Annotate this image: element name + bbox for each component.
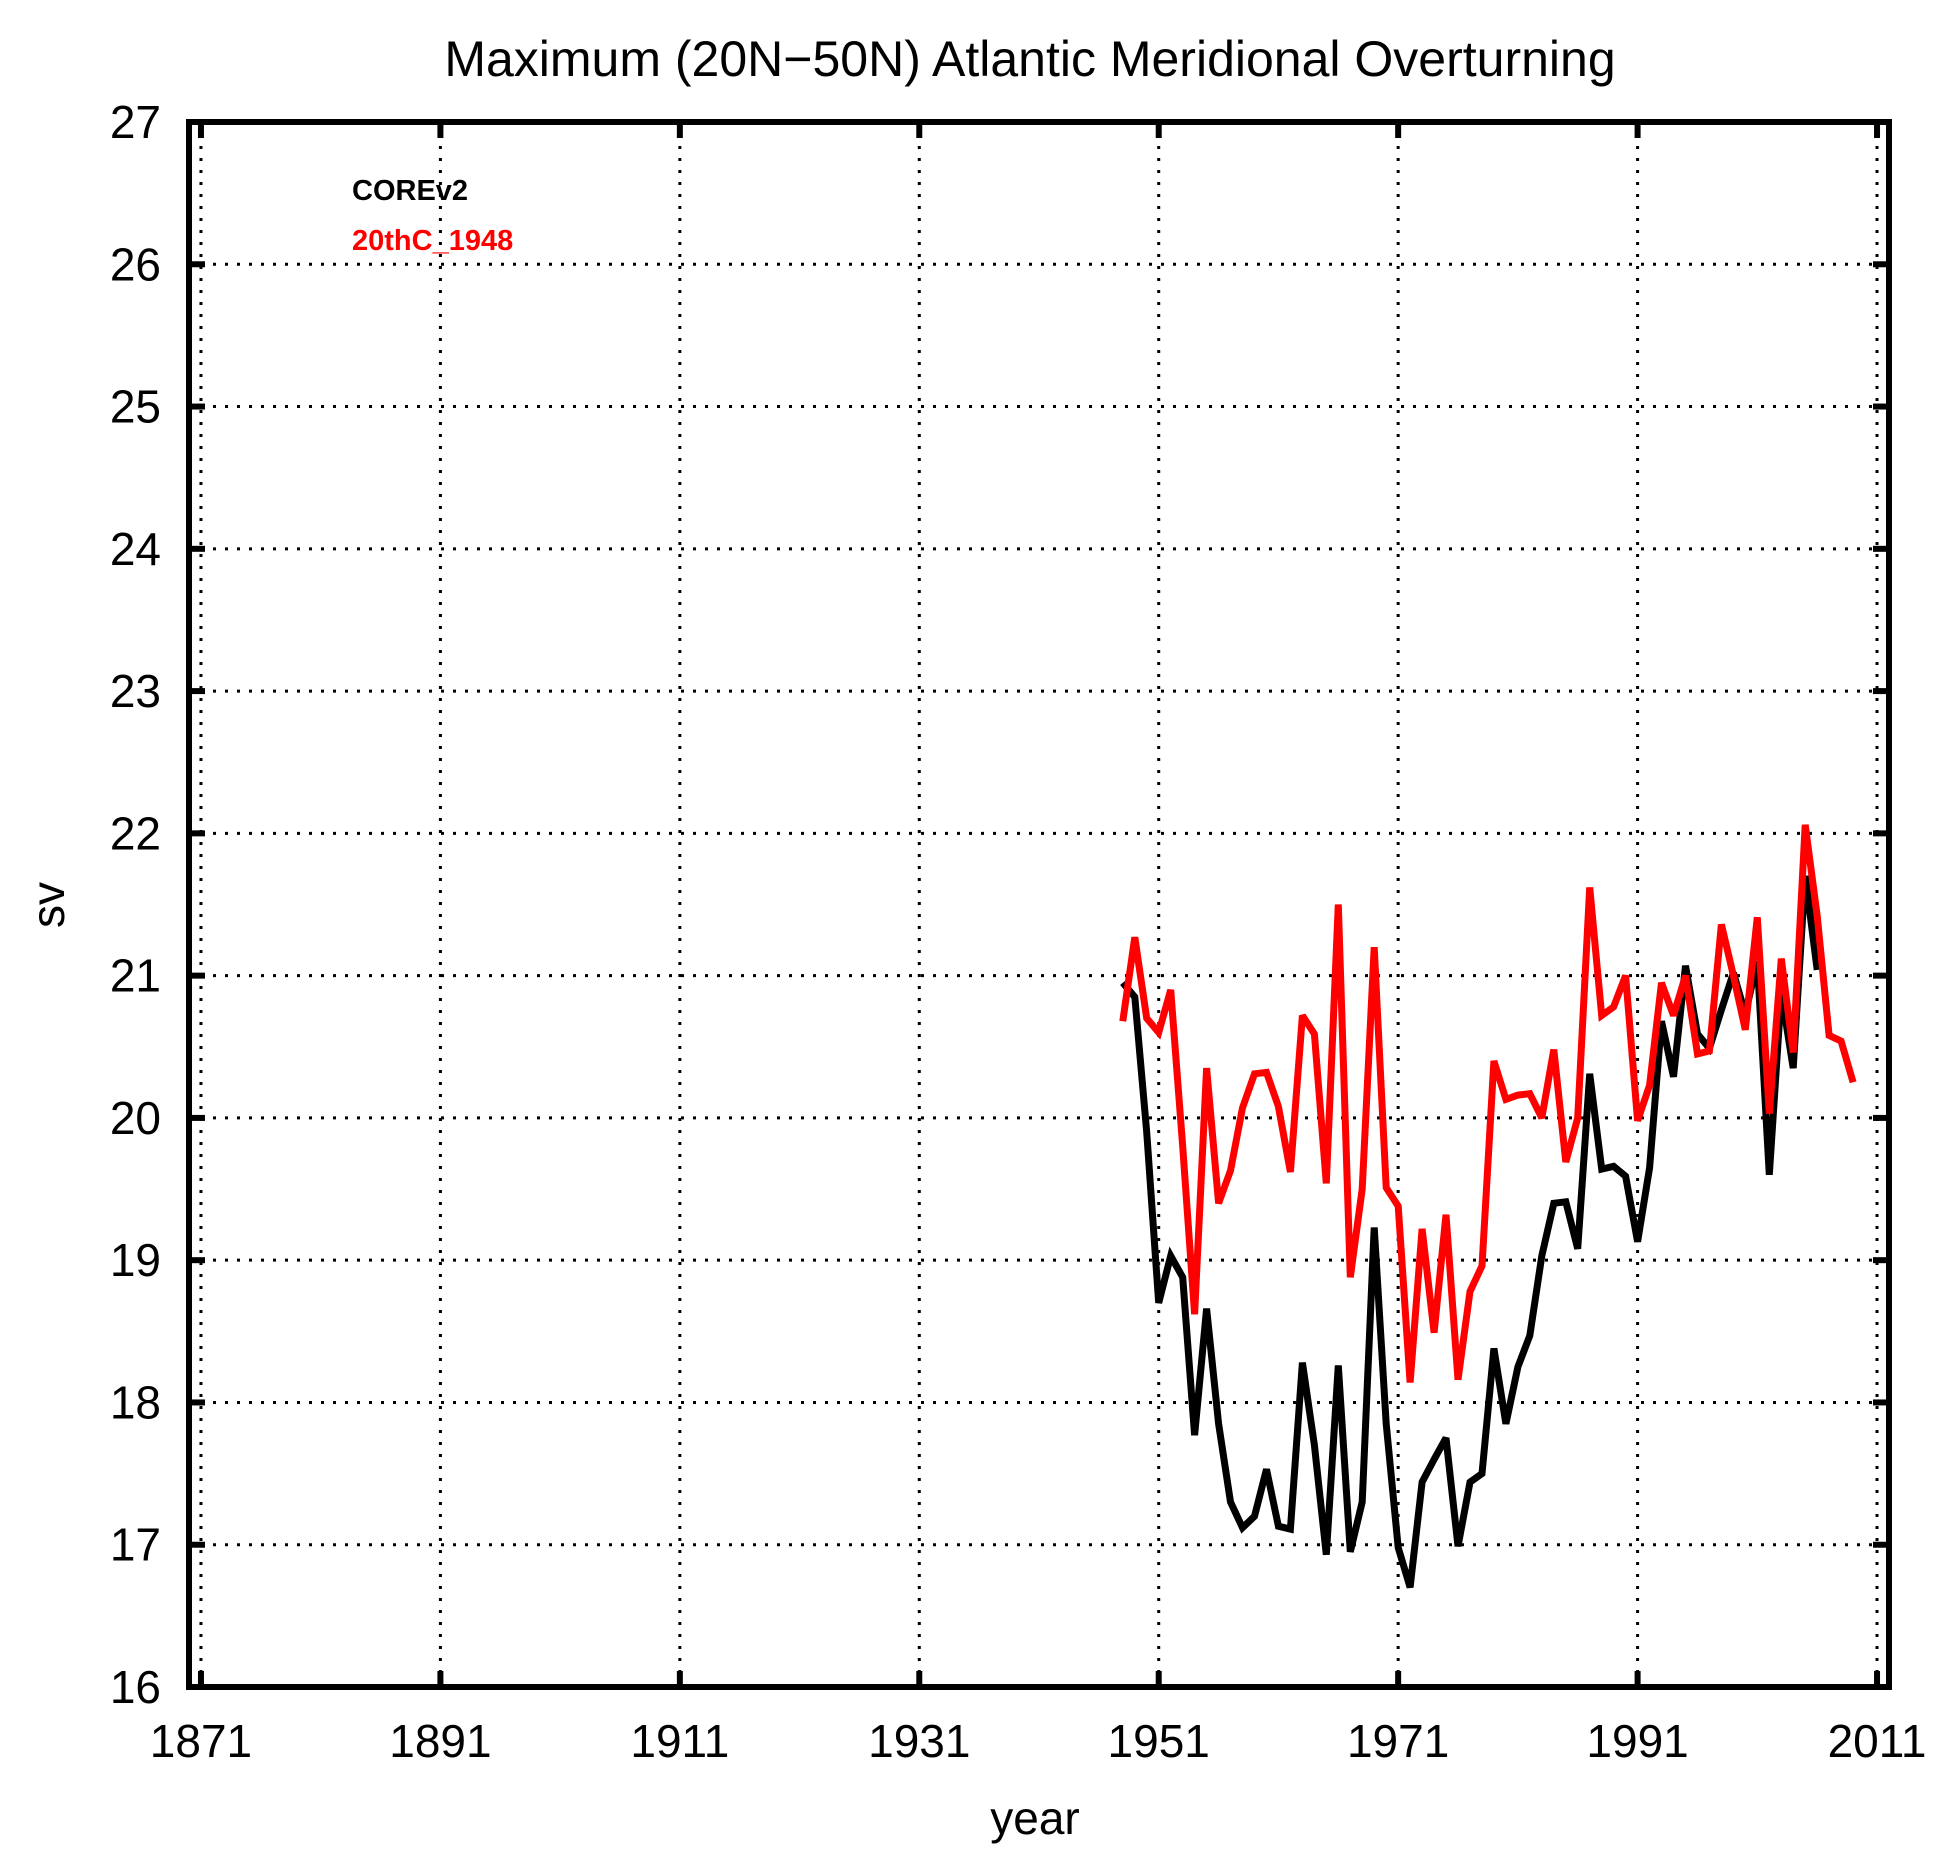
y-tick-label-20: 20 <box>110 1092 161 1144</box>
x-tick-label-1891: 1891 <box>389 1715 491 1767</box>
x-axis-label: year <box>990 1792 1079 1844</box>
series-lines <box>1119 824 1857 1589</box>
y-tick-label-24: 24 <box>110 523 161 575</box>
x-tick-label-1991: 1991 <box>1586 1715 1688 1767</box>
x-tick-label-1951: 1951 <box>1108 1715 1210 1767</box>
y-tick-label-22: 22 <box>110 807 161 859</box>
y-tick-label-25: 25 <box>110 381 161 433</box>
x-tick-label-1911: 1911 <box>630 1715 729 1767</box>
chart-title: Maximum (20N−50N) Atlantic Meridional Ov… <box>444 31 1615 87</box>
grid-lines <box>189 122 1889 1687</box>
y-tick-label-19: 19 <box>110 1234 161 1286</box>
y-tick-label-23: 23 <box>110 665 161 717</box>
y-axis-label: sv <box>22 882 74 928</box>
x-tick-label-1971: 1971 <box>1347 1715 1449 1767</box>
x-tick-label-1931: 1931 <box>868 1715 970 1767</box>
y-tick-label-26: 26 <box>110 238 161 290</box>
y-tick-label-21: 21 <box>110 950 161 1002</box>
x-tick-label-2011: 2011 <box>1828 1715 1927 1767</box>
legend-label-20thc-1948: 20thC_1948 <box>352 225 513 257</box>
tick-labels: 1871 1891 1911 1931 1951 1971 1991 2011 16 17 18 19… <box>110 96 1927 1767</box>
plot-frame <box>186 119 1892 1690</box>
series-line-corev2 <box>1120 875 1821 1589</box>
series-line-20thc-1948 <box>1119 824 1857 1383</box>
legend: COREv2 20thC_1948 <box>352 175 513 257</box>
x-tick-label-1871: 1871 <box>150 1715 252 1767</box>
y-tick-label-16: 16 <box>110 1661 161 1713</box>
y-tick-label-17: 17 <box>110 1519 161 1571</box>
legend-label-corev2: COREv2 <box>352 175 468 207</box>
y-tick-label-18: 18 <box>110 1376 161 1428</box>
axis-ticks <box>189 119 1889 1690</box>
y-tick-label-27: 27 <box>110 96 161 148</box>
